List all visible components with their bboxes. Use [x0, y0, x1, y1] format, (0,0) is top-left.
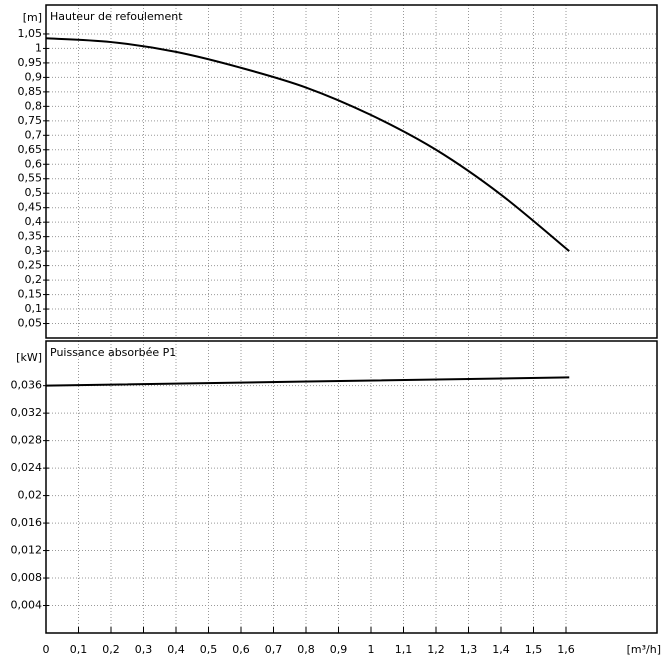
x-unit: [m³/h] [627, 643, 661, 656]
x-tick-label: 0,8 [297, 643, 315, 656]
y-tick-label: 0,1 [25, 302, 43, 315]
y-tick-label: 0,6 [25, 157, 43, 170]
x-tick-label: 0,1 [70, 643, 88, 656]
y-tick-label: 0,004 [11, 599, 43, 612]
panel-title: Puissance absorbée P1 [50, 346, 176, 359]
y-tick-label: 0,95 [18, 56, 43, 69]
y-tick-label: 0,036 [11, 379, 43, 392]
y-tick-label: 0,55 [18, 172, 43, 185]
y-tick-label: 0,45 [18, 201, 43, 214]
x-tick-label: 1,3 [460, 643, 478, 656]
y-tick-label: 0,7 [25, 128, 43, 141]
y-tick-label: 0,024 [11, 461, 43, 474]
x-tick-label: 1,5 [525, 643, 543, 656]
y-tick-label: 1,05 [18, 27, 43, 40]
y-tick-label: 0,016 [11, 516, 43, 529]
y-tick-label: 0,3 [25, 244, 43, 257]
y-tick-label: 0,85 [18, 85, 43, 98]
x-tick-label: 0 [43, 643, 50, 656]
x-tick-label: 0,7 [265, 643, 283, 656]
y-tick-label: 0,02 [18, 489, 43, 502]
y-tick-label: 0,9 [25, 70, 43, 83]
curve [45, 376, 570, 387]
y-tick-label: 0,008 [11, 571, 43, 584]
y-tick-label: 0,028 [11, 434, 43, 447]
x-tick-label: 0,4 [167, 643, 185, 656]
y-tick-label: 0,4 [25, 215, 43, 228]
x-tick-label: 0,5 [200, 643, 218, 656]
y-tick-label: 1 [35, 41, 42, 54]
y-tick-label: 0,012 [11, 544, 43, 557]
y-tick-label: 0,65 [18, 143, 43, 156]
x-tick-label: 1,4 [492, 643, 510, 656]
y-tick-label: 0,032 [11, 406, 43, 419]
x-tick-label: 0,2 [102, 643, 120, 656]
y-tick-label: 0,05 [18, 317, 43, 330]
plot-frame [45, 4, 658, 339]
y-unit: [kW] [16, 351, 42, 364]
y-tick-label: 0,8 [25, 99, 43, 112]
x-tick-label: 1,1 [395, 643, 413, 656]
y-tick-label: 0,2 [25, 273, 43, 286]
panel-title: Hauteur de refoulement [50, 10, 183, 23]
x-tick-label: 0,3 [135, 643, 153, 656]
y-tick-label: 0,75 [18, 114, 43, 127]
y-tick-label: 0,25 [18, 259, 43, 272]
y-tick-label: 0,35 [18, 230, 43, 243]
x-tick-label: 1 [368, 643, 375, 656]
x-tick-label: 0,9 [330, 643, 348, 656]
y-tick-label: 0,5 [25, 186, 43, 199]
x-tick-label: 1,6 [557, 643, 575, 656]
plot-frame [45, 340, 658, 634]
y-unit: [m] [23, 11, 42, 24]
y-tick-label: 0,15 [18, 288, 43, 301]
curve [45, 37, 570, 252]
x-tick-label: 1,2 [427, 643, 445, 656]
x-tick-label: 0,6 [232, 643, 250, 656]
